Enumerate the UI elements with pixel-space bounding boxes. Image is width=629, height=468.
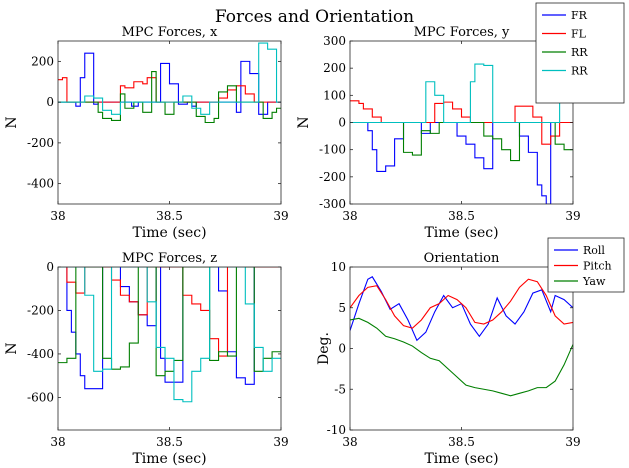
series-group <box>350 63 573 204</box>
x-tick-label: 38.5 <box>448 209 475 223</box>
x-axis-label: Time (sec) <box>132 451 206 467</box>
y-tick-label: 0 <box>46 260 54 274</box>
series-line-rr-4 <box>350 63 573 124</box>
legend-entry: Yaw <box>582 275 606 288</box>
x-tick-label: 38 <box>50 435 65 449</box>
legend-entry: RR <box>571 46 588 59</box>
series-line-rr-4 <box>58 267 281 403</box>
y-tick-label: 10 <box>331 260 346 274</box>
series-group <box>58 42 281 124</box>
x-tick-label: 38 <box>342 209 357 223</box>
x-tick-label: 39 <box>565 435 580 449</box>
subplot-3: 38 38.5 39 -600 -400 -200 0 MPC Forces, z Time (… <box>4 251 289 467</box>
x-tick-label: 39 <box>273 435 288 449</box>
y-tick-label: -400 <box>27 177 54 191</box>
figure-title: Forces and Orientation <box>215 7 414 27</box>
subplot-title: MPC Forces, z <box>122 251 217 266</box>
series-line-rr-3 <box>58 267 281 377</box>
y-tick-label: -200 <box>27 136 54 150</box>
subplot-4: 38 38.5 39 -10 -5 0 5 10 Orientation Time (sec) De… <box>316 251 581 467</box>
x-axis-label: Time (sec) <box>132 225 206 241</box>
legend-box <box>535 2 625 104</box>
y-tick-label: 200 <box>31 54 54 68</box>
y-tick-label: -200 <box>319 170 346 184</box>
y-tick-label: 0 <box>46 95 54 109</box>
plot-area <box>350 267 573 430</box>
y-tick-label: -600 <box>27 390 54 404</box>
series-line-rr-4 <box>58 42 281 115</box>
series-line-yaw-3 <box>350 317 573 397</box>
y-tick-label: 0 <box>338 116 346 130</box>
subplot-title: Orientation <box>424 251 500 266</box>
series-line-pitch-2 <box>350 278 573 329</box>
legend-entry: Pitch <box>583 260 612 273</box>
y-tick-label: 100 <box>323 88 346 102</box>
y-tick-label: 0 <box>338 342 346 356</box>
y-tick-label: -10 <box>327 423 346 437</box>
subplots: 38 38.5 39 -400 -200 0 200 MPC Forces, x Time (s… <box>4 25 581 467</box>
y-tick-label: 300 <box>323 34 346 48</box>
legends: FR FL RR RR Roll Pitch Yaw <box>535 2 625 293</box>
x-axis-label: Time (sec) <box>424 451 498 467</box>
subplot-1: 38 38.5 39 -400 -200 0 200 MPC Forces, x Time (s… <box>4 25 289 241</box>
series-group <box>58 267 281 403</box>
series-line-fr-1 <box>58 52 281 115</box>
legend-entry: FR <box>571 9 588 22</box>
x-axis-label: Time (sec) <box>424 225 498 241</box>
x-tick-label: 38.5 <box>448 435 475 449</box>
series-group <box>350 276 573 397</box>
y-tick-label: 200 <box>323 61 346 75</box>
y-tick-label: -300 <box>319 197 346 211</box>
subplot-title: MPC Forces, y <box>414 25 510 40</box>
y-tick-label: -5 <box>334 382 346 396</box>
series-line-fr-1 <box>350 121 573 204</box>
series-line-fl-2 <box>350 100 573 145</box>
y-axis-label: N <box>4 116 20 128</box>
legend-entry: Roll <box>583 244 605 257</box>
y-axis-label: N <box>296 116 312 128</box>
y-tick-label: 5 <box>338 301 346 315</box>
legend-entry: FL <box>571 28 587 41</box>
x-tick-label: 39 <box>273 209 288 223</box>
x-tick-label: 38.5 <box>156 435 183 449</box>
plot-area <box>58 267 281 430</box>
x-tick-label: 38 <box>342 435 357 449</box>
y-tick-label: -400 <box>27 347 54 361</box>
y-tick-label: -100 <box>319 143 346 157</box>
x-tick-label: 38.5 <box>156 209 183 223</box>
legend-2: Roll Pitch Yaw <box>547 237 625 293</box>
x-tick-label: 39 <box>565 209 580 223</box>
y-axis-label: Deg. <box>316 332 332 365</box>
y-tick-label: -200 <box>27 303 54 317</box>
y-axis-label: N <box>4 342 20 354</box>
legend-entry: RR <box>571 65 588 78</box>
series-line-fl-2 <box>58 267 281 357</box>
subplot-title: MPC Forces, x <box>122 25 218 40</box>
legend-1: FR FL RR RR <box>535 2 625 104</box>
x-tick-label: 38 <box>50 209 65 223</box>
